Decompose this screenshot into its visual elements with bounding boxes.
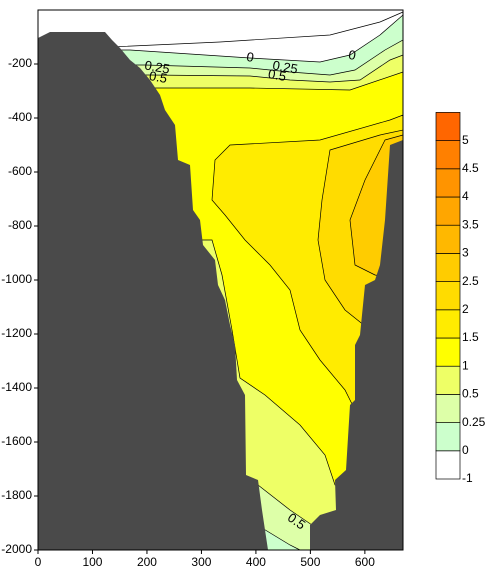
colorbar-swatch [435, 168, 461, 198]
colorbar-label: 1.5 [462, 330, 479, 344]
x-tick-label: 600 [355, 555, 375, 569]
colorbar-swatch [435, 224, 461, 254]
y-tick-label: -1800 [1, 488, 32, 502]
colorbar-swatch [435, 112, 461, 141]
colorbar-label: 1 [462, 358, 469, 372]
colorbar-label: 2.5 [462, 274, 479, 288]
x-tick-label: 0 [35, 555, 42, 569]
colorbar-label: 2 [462, 302, 469, 316]
contour-label: 0 [245, 49, 255, 65]
y-tick-label: -200 [8, 56, 32, 70]
colorbar-swatch [435, 281, 461, 311]
y-tick-label: -400 [8, 110, 32, 124]
contour-label: 0.25 [271, 57, 299, 76]
contour-label: 0 [347, 47, 357, 63]
colorbar-label: 4 [462, 189, 469, 203]
colorbar-swatch [435, 365, 461, 395]
y-tick-label: -1400 [1, 380, 32, 394]
contour-label: 0.5 [267, 66, 287, 84]
x-tick-label: 100 [82, 555, 102, 569]
colorbar-swatch [435, 394, 461, 423]
y-tick-label: -1200 [1, 326, 32, 340]
y-tick-label: -600 [8, 164, 32, 178]
colorbar-label: 3.5 [462, 217, 479, 231]
colorbar-swatch [435, 450, 461, 480]
x-tick-label: 300 [191, 555, 211, 569]
y-tick-label: -1000 [1, 272, 32, 286]
colorbar-swatch [435, 422, 461, 452]
y-tick-label: -800 [8, 218, 32, 232]
contour-label: 0.25 [143, 57, 171, 76]
x-tick-label: 500 [300, 555, 320, 569]
colorbar-label: 4.5 [462, 161, 479, 175]
colorbar-swatch [435, 337, 461, 367]
x-tick-label: 200 [137, 555, 157, 569]
colorbar-swatch [435, 309, 461, 339]
contour-label: 0.5 [148, 68, 168, 86]
overlay: 0 00.25 0.250.5 0.50.50 100 200 300 400 500 600-2… [1, 9, 486, 569]
colorbar-label: 5 [462, 133, 469, 147]
colorbar-swatch [435, 196, 461, 226]
seafloor [38, 32, 268, 550]
colorbar-label: 0.5 [462, 387, 479, 401]
colorbar-label: -1 [462, 471, 473, 485]
colorbar-swatch [435, 253, 461, 282]
colorbar-label: 0.25 [462, 415, 486, 429]
colorbar-swatch [435, 140, 461, 170]
colorbar-label: 0 [462, 443, 469, 457]
y-tick-label: -2000 [1, 542, 32, 556]
bathymetry [38, 32, 403, 550]
colorbar-label: 3 [462, 246, 469, 260]
x-tick-label: 400 [246, 555, 266, 569]
seafloor [310, 140, 403, 550]
contour-line [109, 11, 404, 48]
y-tick-label: -1600 [1, 434, 32, 448]
